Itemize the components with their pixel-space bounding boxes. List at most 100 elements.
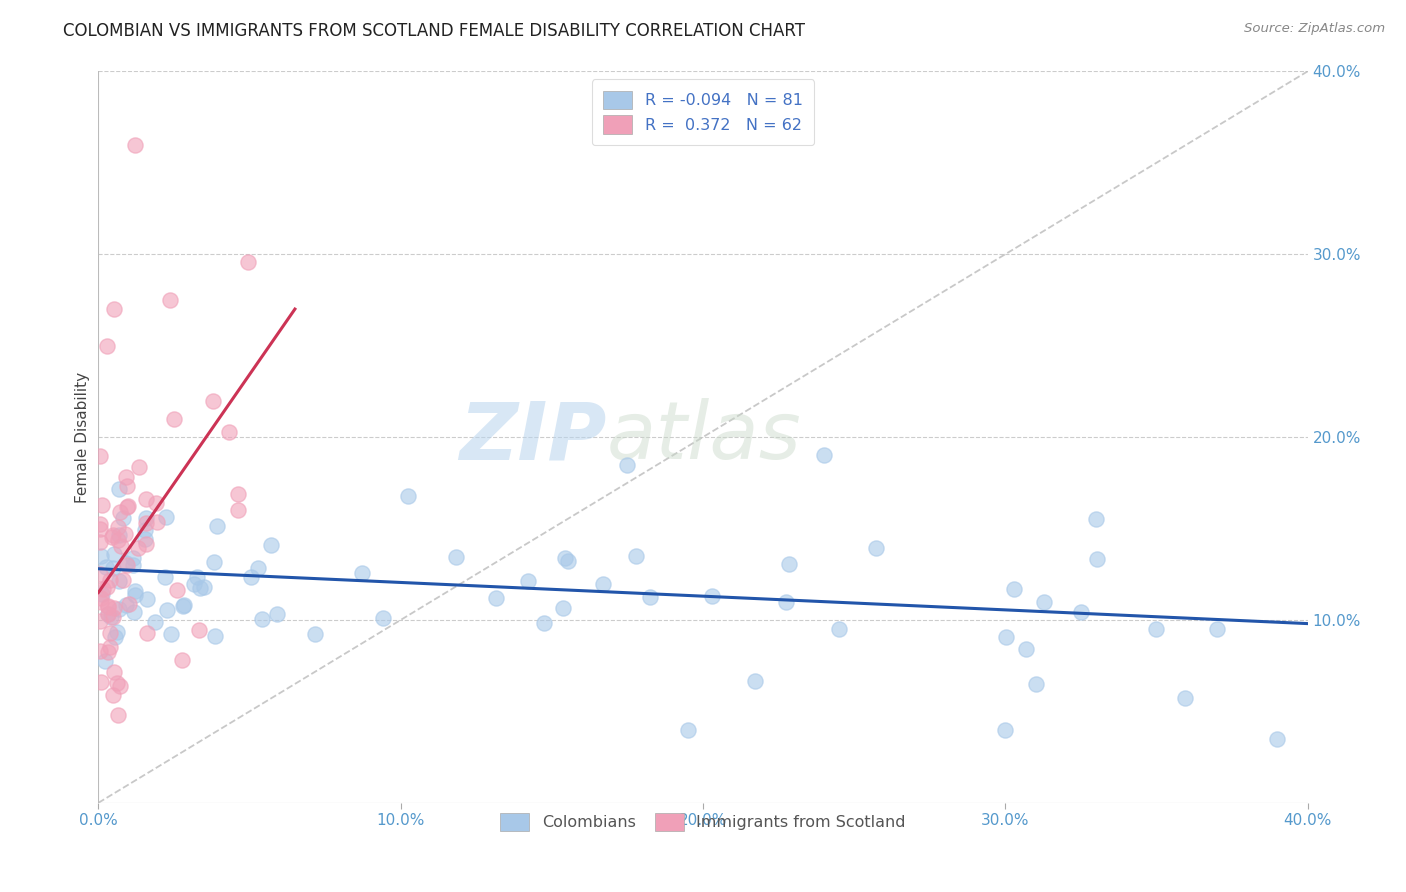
Point xyxy=(98,573,121,587)
Point xyxy=(1004,582,1026,596)
Point xyxy=(112,510,135,524)
Point xyxy=(124,137,146,152)
Point xyxy=(1085,551,1108,566)
Point xyxy=(1015,641,1038,656)
Point xyxy=(118,597,141,611)
Point xyxy=(700,589,723,603)
Point xyxy=(813,448,835,462)
Point xyxy=(551,600,574,615)
Point xyxy=(90,591,112,606)
Point xyxy=(89,614,111,628)
Point xyxy=(100,610,122,624)
Point xyxy=(107,520,129,534)
Point xyxy=(101,561,124,575)
Point xyxy=(103,665,125,679)
Point xyxy=(110,539,132,553)
Point xyxy=(101,688,124,702)
Point xyxy=(485,591,508,605)
Point xyxy=(1033,595,1056,609)
Point xyxy=(97,607,120,621)
Point xyxy=(90,587,112,601)
Point xyxy=(97,607,120,622)
Point xyxy=(89,450,111,464)
Point xyxy=(1206,622,1229,636)
Point xyxy=(96,338,118,352)
Point xyxy=(115,556,138,570)
Point xyxy=(446,550,468,565)
Point xyxy=(640,590,662,604)
Point xyxy=(104,630,127,644)
Point xyxy=(136,626,159,640)
Point xyxy=(1144,622,1167,636)
Point xyxy=(97,599,120,614)
Point xyxy=(775,594,797,608)
Point xyxy=(115,558,138,573)
Point xyxy=(115,479,138,493)
Point xyxy=(128,459,150,474)
Point xyxy=(163,412,186,426)
Point xyxy=(103,301,125,317)
Point xyxy=(136,591,159,606)
Point xyxy=(626,549,648,563)
Point xyxy=(115,500,138,515)
Point xyxy=(533,616,555,631)
Point xyxy=(398,489,420,503)
Point xyxy=(172,599,194,613)
Point xyxy=(145,496,167,510)
Legend: Colombians, Immigrants from Scotland: Colombians, Immigrants from Scotland xyxy=(489,802,917,842)
Point xyxy=(371,610,394,624)
Point xyxy=(114,527,136,541)
Point xyxy=(155,510,177,524)
Text: ZIP: ZIP xyxy=(458,398,606,476)
Point xyxy=(112,573,135,587)
Point xyxy=(135,491,157,506)
Point xyxy=(156,602,179,616)
Point xyxy=(98,640,121,654)
Point xyxy=(89,522,111,536)
Point xyxy=(89,567,111,582)
Point xyxy=(105,676,128,690)
Point xyxy=(304,627,326,641)
Point xyxy=(135,516,157,530)
Point xyxy=(994,723,1017,737)
Point xyxy=(1024,677,1046,691)
Point xyxy=(193,580,215,594)
Point xyxy=(108,602,131,616)
Point xyxy=(121,551,143,566)
Point xyxy=(108,528,131,542)
Text: atlas: atlas xyxy=(606,398,801,476)
Point xyxy=(239,570,262,584)
Point xyxy=(103,601,125,615)
Point xyxy=(188,582,211,596)
Point xyxy=(865,541,887,555)
Point xyxy=(266,607,288,621)
Point xyxy=(159,293,181,307)
Point xyxy=(100,530,122,544)
Point xyxy=(98,626,121,640)
Point xyxy=(134,524,156,538)
Point xyxy=(218,425,240,439)
Point xyxy=(1070,605,1092,619)
Point xyxy=(259,538,281,552)
Point xyxy=(115,598,138,612)
Point xyxy=(91,498,114,512)
Point xyxy=(166,582,188,597)
Point xyxy=(828,622,851,636)
Point xyxy=(592,577,614,591)
Point xyxy=(96,580,118,594)
Text: Source: ZipAtlas.com: Source: ZipAtlas.com xyxy=(1244,22,1385,36)
Point xyxy=(159,627,181,641)
Point xyxy=(117,500,139,514)
Point xyxy=(97,645,120,659)
Point xyxy=(94,560,117,574)
Point xyxy=(121,558,143,572)
Point xyxy=(135,536,157,550)
Point xyxy=(236,255,259,269)
Point xyxy=(994,630,1017,644)
Point xyxy=(89,535,111,549)
Point xyxy=(226,503,249,517)
Point xyxy=(108,505,131,519)
Point xyxy=(90,675,112,690)
Point xyxy=(246,561,269,575)
Point xyxy=(107,533,129,547)
